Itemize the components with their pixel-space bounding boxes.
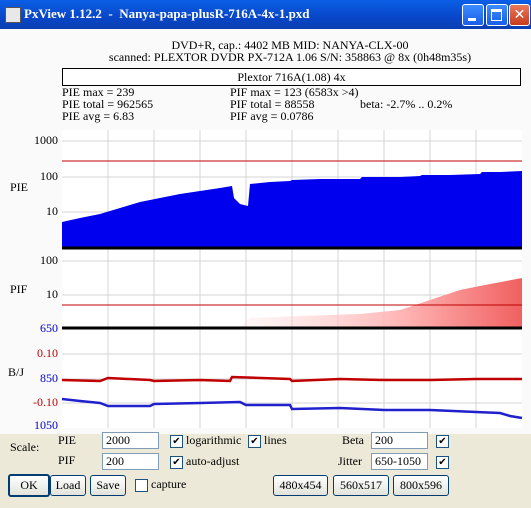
window-title: PxView 1.12.2 - Nanya-papa-plusR-716A-4x… <box>24 6 310 21</box>
capture-checkbox[interactable] <box>135 479 148 492</box>
logarithmic-label: logarithmic <box>186 433 242 447</box>
jitter-input[interactable]: 650-1050 <box>371 453 428 470</box>
beta-input[interactable]: 200 <box>371 432 428 449</box>
tick-label: 650 <box>40 321 58 335</box>
tick-label: 0.10 <box>37 346 58 360</box>
beta-label: Beta <box>342 433 364 447</box>
drive-box: Plextor 716A(1.08) 4x <box>62 68 521 86</box>
pie-label: PIE <box>10 180 28 194</box>
beta-line <box>61 375 522 383</box>
jitter-line <box>61 397 523 420</box>
minimize-button[interactable] <box>462 4 484 26</box>
pie-avg: PIE avg = 6.83 <box>62 109 135 123</box>
tick-label: 10 <box>46 204 58 218</box>
pif-max: PIF max = 123 (6583x >4) <box>230 85 359 99</box>
scan-info: scanned: PLEXTOR DVDR PX-712A 1.06 S/N: … <box>108 50 472 64</box>
beta-info: beta: -2.7% .. 0.2% <box>360 97 453 111</box>
jitter-label: Jitter <box>338 454 362 468</box>
pif-label: PIF <box>10 282 28 296</box>
save-button[interactable]: Save <box>90 475 126 496</box>
tick-label: -0.10 <box>33 395 58 409</box>
size-button[interactable]: 560x517 <box>333 475 389 496</box>
pie-total: PIE total = 962565 <box>62 97 154 111</box>
pif-scale-input[interactable]: 200 <box>102 453 159 470</box>
size-button[interactable]: 800x596 <box>393 475 449 496</box>
pie-scale-label: PIE <box>58 433 76 447</box>
bj-label: B/J <box>8 365 24 379</box>
pif-scale-label: PIF <box>58 453 76 467</box>
auto-adjust-checkbox[interactable]: ✔ <box>170 456 183 469</box>
pie-max: PIE max = 239 <box>62 85 135 99</box>
lines-label: lines <box>264 433 287 447</box>
load-button[interactable]: Load <box>50 475 86 496</box>
pif-plot <box>240 278 522 327</box>
app-icon <box>5 7 21 23</box>
logarithmic-checkbox[interactable]: ✔ <box>170 435 183 448</box>
charts: PIE 1000 100 10 PIF 100 10 650 B/J 0.10 … <box>8 130 523 432</box>
tick-label: 850 <box>40 371 58 385</box>
capture-label: capture <box>151 477 187 491</box>
tick-label: 100 <box>40 169 58 183</box>
tick-label: 1000 <box>34 133 58 147</box>
beta-checkbox[interactable]: ✔ <box>436 435 449 448</box>
close-button[interactable]: ✕ <box>509 4 530 26</box>
tick-label: 100 <box>40 253 58 267</box>
auto-adjust-label: auto-adjust <box>186 454 240 468</box>
tick-label: 1050 <box>34 418 58 432</box>
jitter-checkbox[interactable]: ✔ <box>436 456 449 469</box>
maximize-button[interactable] <box>486 4 508 26</box>
tick-label: 10 <box>46 287 58 301</box>
pif-total: PIF total = 88558 <box>230 97 315 111</box>
scale-label: Scale: <box>10 440 40 454</box>
disc-info: DVD+R, cap.: 4402 MB MID: NANYA-CLX-00 <box>171 38 409 52</box>
pif-avg: PIF avg = 0.0786 <box>230 109 314 123</box>
lines-checkbox[interactable]: ✔ <box>248 435 261 448</box>
pie-scale-input[interactable]: 2000 <box>102 432 159 449</box>
title-bar <box>0 0 531 29</box>
size-button[interactable]: 480x454 <box>273 475 328 496</box>
pie-plot <box>62 171 522 248</box>
ok-button[interactable]: OK <box>8 474 50 497</box>
